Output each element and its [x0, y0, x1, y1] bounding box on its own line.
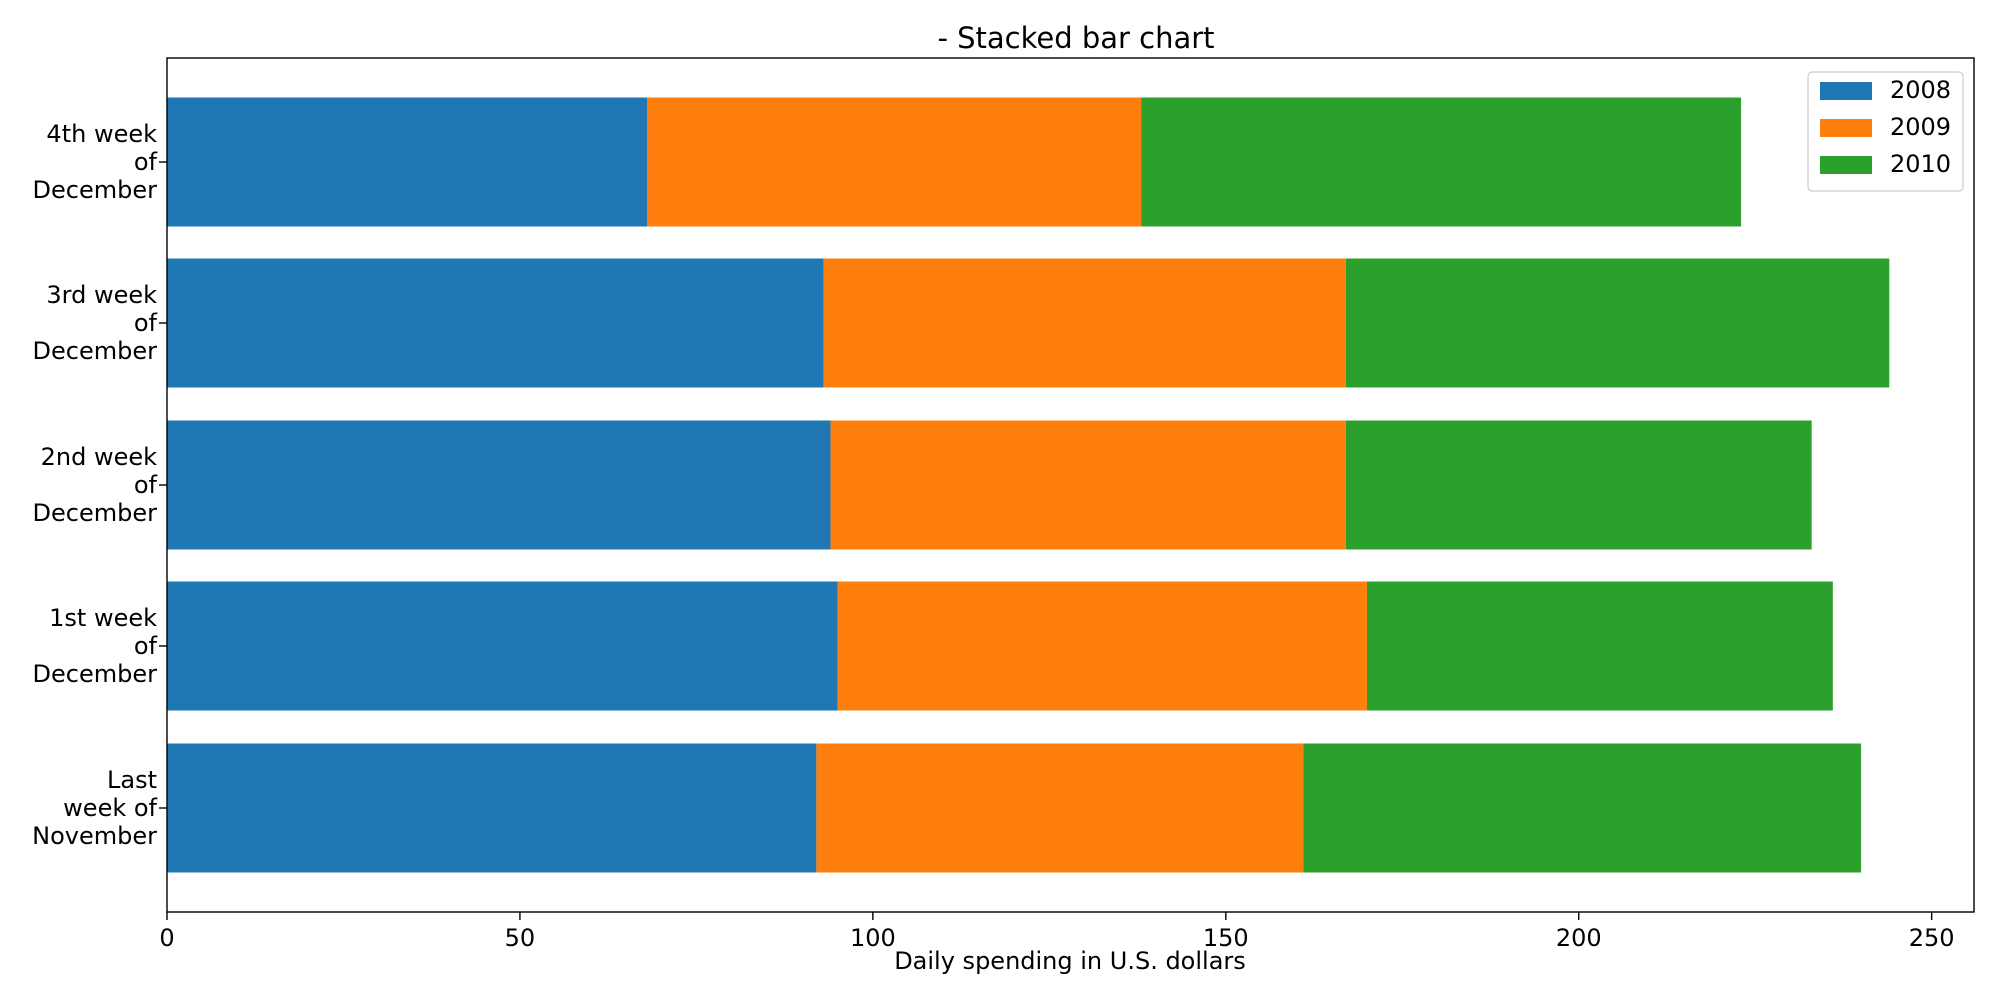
chart-title: - Stacked bar chart — [937, 21, 1214, 55]
y-tick-label: December — [33, 176, 158, 204]
legend-label-2010: 2010 — [1890, 150, 1951, 178]
bar-2010-2 — [1345, 420, 1812, 550]
y-tick-label: of — [134, 148, 158, 176]
x-tick-label: 150 — [1203, 924, 1249, 952]
y-tick-label: December — [33, 337, 158, 365]
bar-2009-3 — [823, 258, 1346, 388]
bar-2010-0 — [1303, 743, 1862, 873]
legend-label-2008: 2008 — [1890, 76, 1951, 104]
bar-2010-3 — [1345, 258, 1890, 388]
bar-2008-2 — [167, 420, 831, 550]
bar-2009-2 — [830, 420, 1346, 550]
x-tick-label: 250 — [1909, 924, 1955, 952]
bar-2010-4 — [1141, 97, 1742, 227]
bar-2010-1 — [1366, 581, 1833, 711]
y-tick-label: December — [33, 660, 158, 688]
legend-label-2009: 2009 — [1890, 113, 1951, 141]
x-tick-label: 200 — [1556, 924, 1602, 952]
bar-2008-1 — [167, 581, 838, 711]
bar-2009-4 — [646, 97, 1142, 227]
bar-2008-0 — [167, 743, 817, 873]
bar-2009-1 — [837, 581, 1367, 711]
bars-layer — [167, 97, 1890, 873]
y-tick-label: November — [32, 822, 157, 850]
y-tick-label: of — [134, 309, 158, 337]
x-tick-label: 50 — [505, 924, 536, 952]
y-tick-label: week of — [63, 794, 157, 822]
y-tick-label: of — [134, 471, 158, 499]
y-tick-label: of — [134, 632, 158, 660]
y-tick-label: 4th week — [46, 120, 157, 148]
y-tick-label: December — [33, 499, 158, 527]
legend-swatch-2009 — [1820, 119, 1872, 137]
x-tick-label: 100 — [850, 924, 896, 952]
legend-swatch-2010 — [1820, 156, 1872, 174]
bar-2008-4 — [167, 97, 647, 227]
bar-2008-3 — [167, 258, 824, 388]
y-tick-label: 3rd week — [46, 281, 157, 309]
x-axis: 0 50 100 150 200 250 — [159, 912, 1955, 952]
y-tick-label: 2nd week — [41, 443, 158, 471]
legend: 2008 2009 2010 — [1807, 71, 1964, 192]
y-tick-label: Last — [107, 766, 157, 794]
bar-2009-0 — [816, 743, 1304, 873]
x-axis-label: Daily spending in U.S. dollars — [894, 947, 1246, 975]
x-tick-label: 0 — [159, 924, 174, 952]
y-tick-label: 1st week — [49, 604, 157, 632]
legend-swatch-2008 — [1820, 82, 1872, 100]
